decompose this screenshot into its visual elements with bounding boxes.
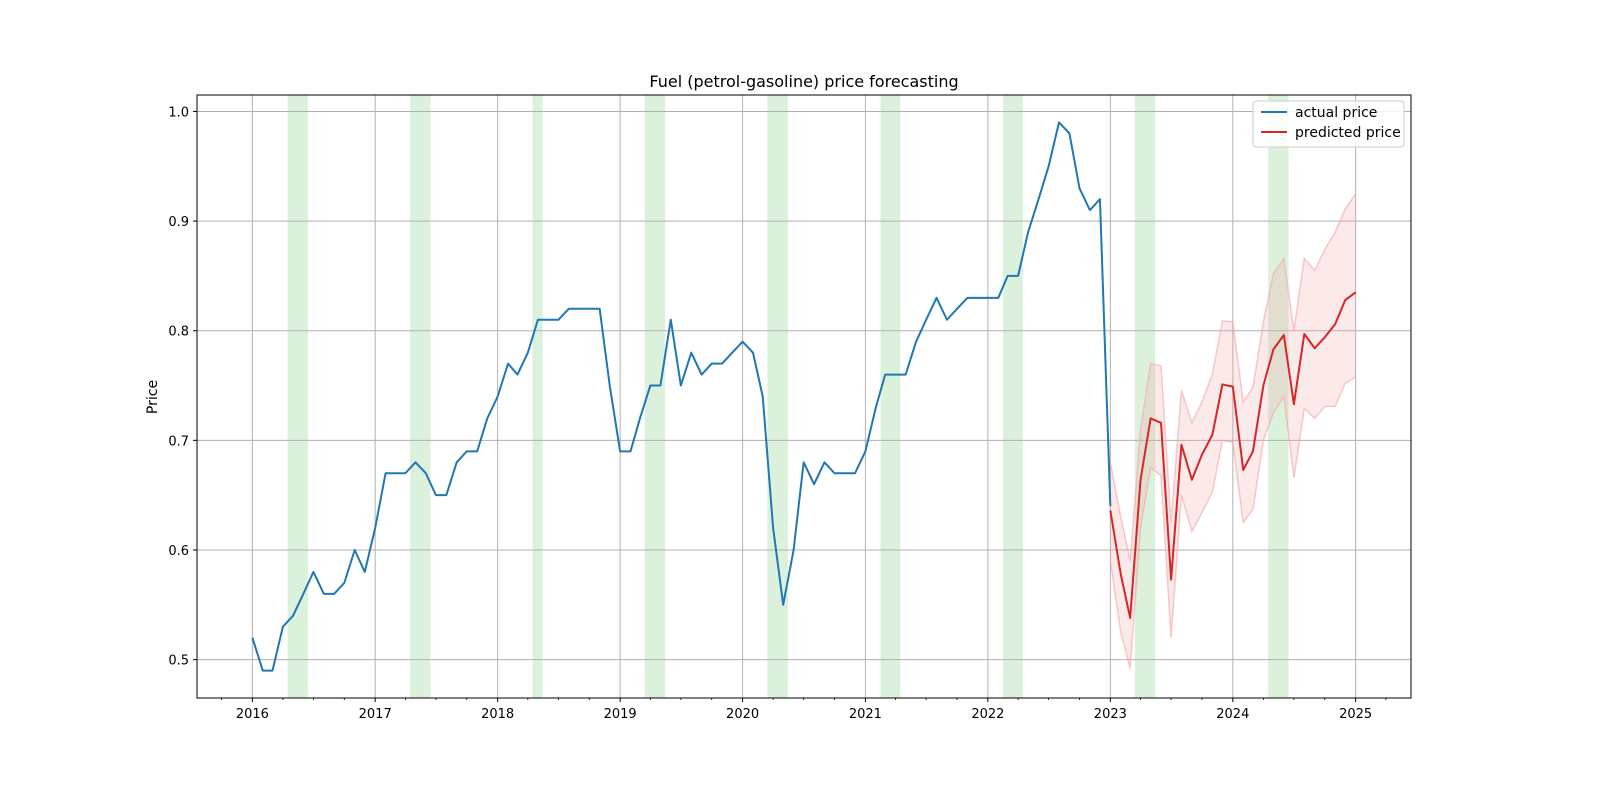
x-tick-label: 2021 (849, 707, 882, 722)
x-tick-label: 2020 (726, 707, 759, 722)
shaded-period (410, 95, 431, 698)
axis-ticks: 2016 2017 2018 2019 2020 2021 2022 2023 2024 2025… (168, 105, 1387, 722)
shaded-period (644, 95, 666, 698)
prediction-band (1110, 193, 1356, 669)
y-tick-label: 0.9 (168, 215, 189, 230)
y-tick-label: 0.5 (168, 654, 189, 669)
chart-title: Fuel (petrol-gasoline) price forecasting (649, 72, 958, 91)
y-tick-label: 1.0 (168, 105, 189, 120)
x-tick-label: 2025 (1339, 707, 1372, 722)
y-axis-label: Price (145, 380, 161, 414)
grid-lines (197, 95, 1411, 698)
shaded-period (767, 95, 788, 698)
shaded-period (880, 95, 901, 698)
x-tick-label: 2019 (604, 707, 637, 722)
y-tick-label: 0.6 (168, 544, 189, 559)
shaded-periods (287, 95, 1289, 698)
shaded-period (287, 95, 309, 698)
y-tick-label: 0.8 (168, 325, 189, 340)
legend-box (1252, 100, 1405, 148)
x-tick-label: 2017 (359, 707, 392, 722)
x-tick-label: 2018 (481, 707, 514, 722)
prediction-band-lower (1109, 376, 1357, 669)
x-tick-label: 2024 (1216, 707, 1249, 722)
legend-label-predicted: predicted price (1295, 125, 1401, 141)
prediction-band-upper (1109, 193, 1357, 562)
series-lines (251, 121, 1357, 672)
x-tick-label: 2022 (971, 707, 1004, 722)
legend-label-actual: actual price (1295, 105, 1377, 121)
x-tick-label: 2023 (1094, 707, 1127, 722)
shaded-period (1268, 95, 1289, 698)
y-tick-label: 0.7 (168, 434, 189, 449)
shaded-period (532, 95, 543, 698)
x-tick-label: 2016 (236, 707, 269, 722)
prediction-interval (1109, 193, 1357, 669)
series-line-actual (251, 121, 1112, 672)
legend: actual price predicted price (1252, 100, 1405, 148)
series-line-predicted (1109, 291, 1357, 619)
shaded-period (1002, 95, 1023, 698)
